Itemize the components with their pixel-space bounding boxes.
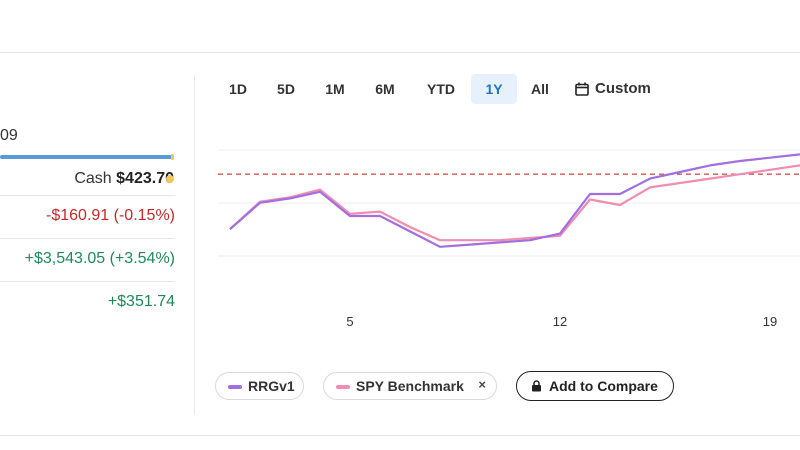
tab-all[interactable]: All xyxy=(531,81,549,97)
panel-divider xyxy=(194,75,195,415)
tab-1y[interactable]: 1Y xyxy=(471,74,517,104)
spy-benchmark-swatch xyxy=(336,385,350,389)
tab-1d[interactable]: 1D xyxy=(229,81,247,97)
remove-benchmark-icon[interactable]: × xyxy=(478,377,486,392)
calendar-icon xyxy=(575,82,589,96)
cash-balance: Cash $423.70 xyxy=(74,170,174,188)
tab-ytd[interactable]: YTD xyxy=(427,81,455,97)
row-divider xyxy=(0,281,175,282)
legend-series-rrgv1[interactable]: RRGv1 xyxy=(215,372,304,400)
cash-label: Cash xyxy=(74,170,112,187)
total-change-value: +$3,543.05 (+3.54%) xyxy=(24,250,175,267)
series-line-rrgv1 xyxy=(229,153,800,248)
footer-divider xyxy=(0,435,800,436)
rrgv1-swatch xyxy=(228,385,242,389)
tab-5d[interactable]: 5D xyxy=(277,81,295,97)
performance-chart: 5 12 19 xyxy=(218,149,800,329)
spy-benchmark-label: SPY Benchmark xyxy=(356,378,464,394)
cash-amount: $423.70 xyxy=(116,170,174,187)
x-tick-label: 5 xyxy=(346,314,353,329)
rrgv1-label: RRGv1 xyxy=(248,378,295,394)
add-to-compare-label: Add to Compare xyxy=(549,378,658,394)
row-divider xyxy=(0,238,175,239)
chart-grid xyxy=(218,149,800,257)
series-line-spy-benchmark xyxy=(229,164,800,242)
x-axis-ticks: 5 12 19 xyxy=(346,314,777,329)
row-divider xyxy=(0,195,175,196)
add-to-compare-button[interactable]: Add to Compare xyxy=(516,371,674,401)
x-tick-label: 19 xyxy=(763,314,777,329)
header-divider xyxy=(0,52,800,53)
cash-legend-dot xyxy=(166,175,174,183)
x-tick-label: 12 xyxy=(553,314,567,329)
balance-bar xyxy=(0,154,174,160)
tab-6m[interactable]: 6M xyxy=(375,81,395,97)
chart-series xyxy=(229,153,800,248)
other-change-value: +$351.74 xyxy=(107,293,175,310)
legend-series-spy-benchmark[interactable]: SPY Benchmark × xyxy=(323,372,497,400)
lock-icon xyxy=(532,380,541,392)
custom-range-label: Custom xyxy=(595,80,651,97)
day-change-value: -$160.91 (-0.15%) xyxy=(46,207,175,224)
tab-1m[interactable]: 1M xyxy=(325,81,345,97)
account-value-fragment: 09 xyxy=(0,127,18,144)
balance-bar-cash-segment xyxy=(171,154,174,160)
custom-range-button[interactable]: Custom xyxy=(575,74,667,104)
